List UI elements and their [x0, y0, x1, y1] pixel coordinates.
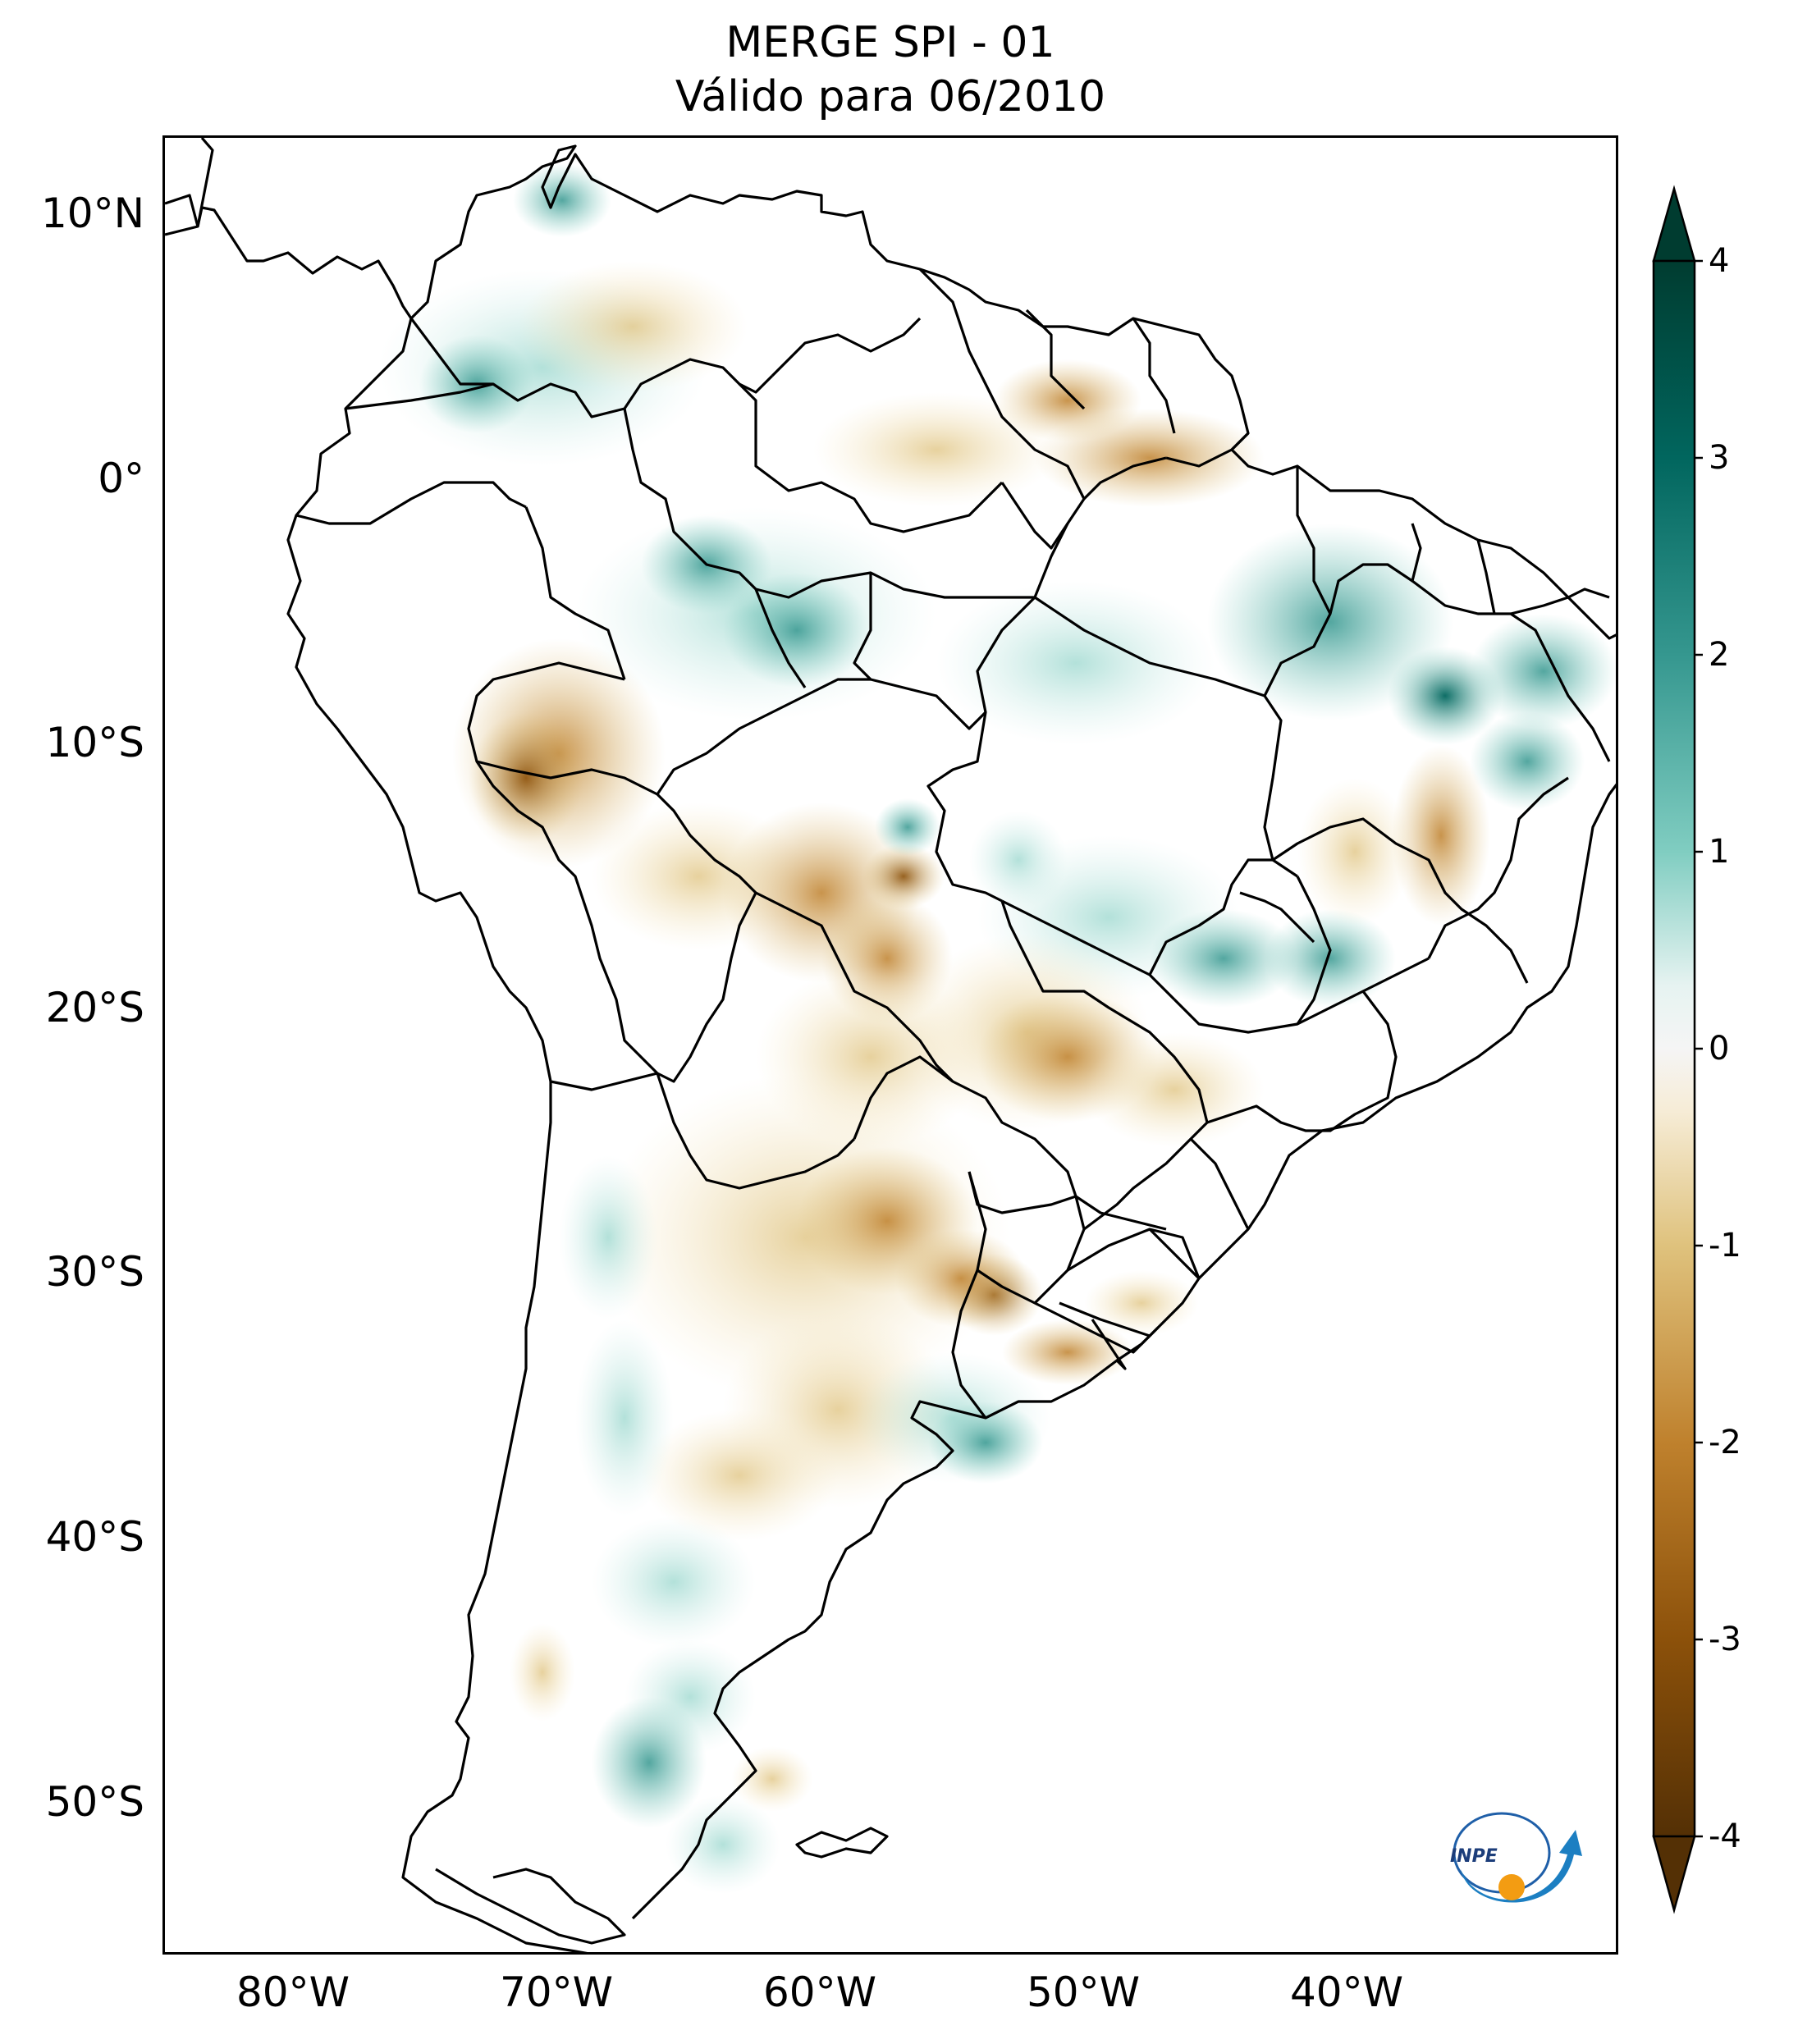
lon-label-40w: 40°W — [1289, 1969, 1404, 2016]
colorbar-tick-m1: -1 — [1709, 1227, 1741, 1264]
lat-label-0: 0° — [98, 455, 144, 502]
colorbar-min-extend — [1652, 1835, 1696, 1914]
map-title: MERGE SPI - 01 — [725, 18, 1055, 67]
map-frame — [162, 135, 1618, 1955]
lat-label-50s: 50°S — [45, 1778, 144, 1826]
colorbar-tick-m3: -3 — [1709, 1621, 1741, 1658]
lat-label-10n: 10°N — [40, 190, 144, 237]
lon-label-60w: 60°W — [762, 1969, 877, 2016]
colorbar-gradient — [1652, 259, 1696, 1838]
lat-label-40s: 40°S — [45, 1513, 144, 1561]
lat-label-10s: 10°S — [45, 719, 144, 766]
inpe-logo-icon — [1453, 1812, 1582, 1903]
inpe-logo-text: INPE — [1450, 1846, 1498, 1867]
colorbar-tick-1: 1 — [1709, 833, 1730, 871]
country-borders — [165, 138, 1616, 1952]
colorbar-tick-4: 4 — [1709, 242, 1730, 280]
lat-label-30s: 30°S — [45, 1248, 144, 1296]
lon-label-50w: 50°W — [1026, 1969, 1141, 2016]
map-subtitle: Válido para 06/2010 — [675, 72, 1106, 121]
lat-label-20s: 20°S — [45, 984, 144, 1031]
colorbar — [1652, 185, 1703, 1914]
lon-label-80w: 80°W — [236, 1969, 350, 2016]
colorbar-tick-3: 3 — [1709, 439, 1730, 477]
anomaly-shading — [378, 163, 1616, 1894]
colorbar-tick-m4: -4 — [1709, 1818, 1741, 1855]
colorbar-tick-0: 0 — [1709, 1030, 1730, 1068]
colorbar-tick-2: 2 — [1709, 636, 1730, 674]
lon-label-70w: 70°W — [499, 1969, 614, 2016]
colorbar-max-extend — [1652, 185, 1696, 263]
south-america-map — [165, 138, 1616, 1952]
colorbar-tick-m2: -2 — [1709, 1424, 1741, 1461]
